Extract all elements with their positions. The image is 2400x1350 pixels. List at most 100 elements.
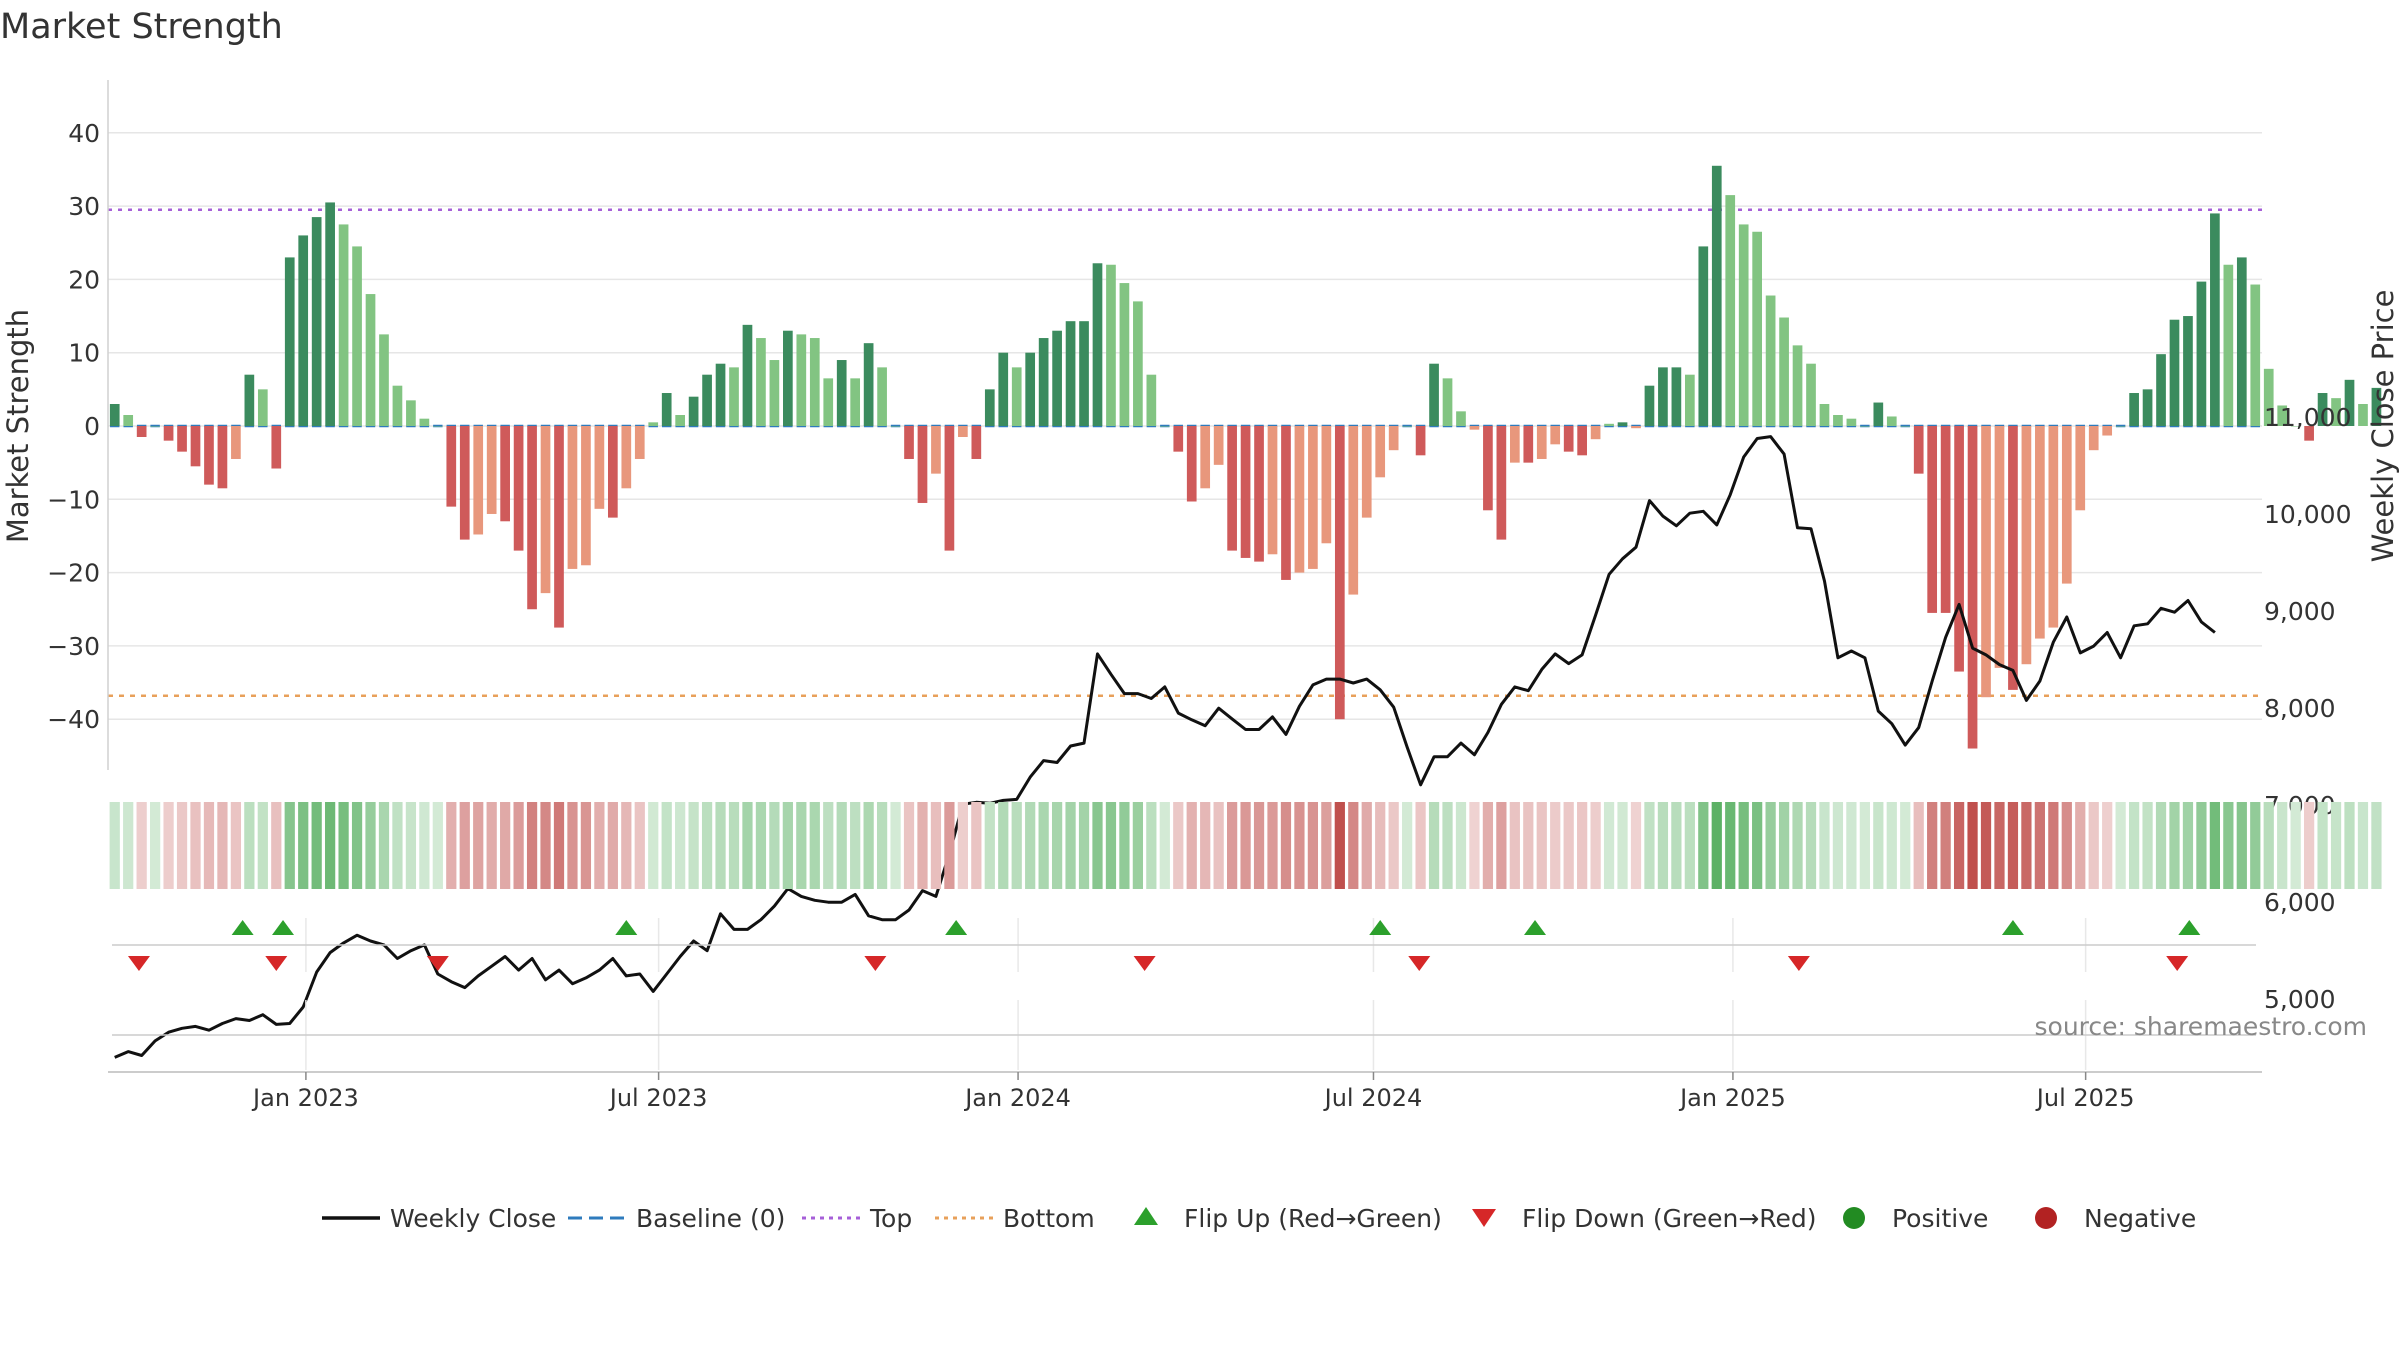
flip-down-marker xyxy=(1133,956,1156,971)
heat-cell xyxy=(473,802,484,889)
heat-cell xyxy=(823,802,834,889)
strength-bar xyxy=(675,415,686,426)
heat-cell xyxy=(2236,802,2247,889)
left-tick-label: 0 xyxy=(84,412,100,441)
heat-cell xyxy=(1361,802,1372,889)
heat-cell xyxy=(1900,802,1911,889)
heat-cell xyxy=(1846,802,1857,889)
strength-bar xyxy=(1631,426,1641,429)
strength-bar xyxy=(163,426,174,441)
legend-label: Weekly Close xyxy=(390,1204,556,1233)
strength-bar xyxy=(231,426,241,459)
heat-cell xyxy=(1469,802,1480,889)
heat-cell xyxy=(1186,802,1197,889)
heat-cell xyxy=(850,802,861,889)
strength-bar xyxy=(1860,426,1870,427)
strength-bar xyxy=(2196,281,2207,426)
heat-cell xyxy=(1455,802,1467,889)
strength-bar xyxy=(1779,317,1789,426)
strength-bar xyxy=(392,385,403,426)
flip-up-marker xyxy=(1369,920,1392,935)
flip-up-marker xyxy=(2001,920,2024,935)
strength-bar xyxy=(2142,389,2153,426)
legend-label: Flip Up (Red→Green) xyxy=(1184,1204,1442,1233)
x-tick-label: Jan 2025 xyxy=(1678,1084,1786,1112)
heat-cell xyxy=(1725,802,1736,889)
strength-bar xyxy=(1334,426,1345,720)
strength-bar xyxy=(1052,330,1062,426)
strength-bar xyxy=(661,393,672,426)
heat-cell xyxy=(338,802,349,889)
heat-cell xyxy=(2034,802,2045,889)
strength-bar xyxy=(500,426,510,522)
strength-bar xyxy=(2115,426,2126,427)
x-tick-label: Jul 2024 xyxy=(1323,1084,1423,1112)
strength-bar xyxy=(2304,426,2314,441)
heat-cell xyxy=(123,802,134,889)
strength-bar xyxy=(1133,301,1143,426)
flip-up-marker xyxy=(272,920,295,935)
heat-cell xyxy=(325,802,336,889)
legend-item: Negative xyxy=(2035,1204,2196,1233)
heat-cell xyxy=(2142,802,2153,889)
heat-cell xyxy=(1603,802,1615,889)
strength-bar xyxy=(2290,426,2301,427)
heat-cell xyxy=(796,802,807,889)
heat-cell xyxy=(2290,802,2301,889)
heat-strip xyxy=(109,802,2382,889)
heat-cell xyxy=(580,802,592,889)
left-tick-label: −30 xyxy=(47,632,100,661)
strength-bar xyxy=(702,374,712,426)
heat-cell xyxy=(1873,802,1884,889)
heat-cell xyxy=(1832,802,1844,889)
strength-bar xyxy=(2156,354,2166,426)
strength-bars xyxy=(109,165,2382,749)
heat-cell xyxy=(526,802,538,889)
strength-bar xyxy=(2344,379,2355,426)
heat-cell xyxy=(392,802,403,889)
heat-cell xyxy=(1267,802,1278,889)
heat-cell xyxy=(621,802,632,889)
heat-cell xyxy=(432,802,443,889)
strength-bar xyxy=(109,404,120,426)
flip-down-marker xyxy=(426,956,449,971)
strength-bar xyxy=(554,426,564,628)
heat-cell xyxy=(1657,802,1669,889)
heat-cell xyxy=(1294,802,1305,889)
strength-bar xyxy=(325,202,335,426)
strength-bar xyxy=(406,400,416,426)
strength-bar xyxy=(540,426,551,594)
strength-bar xyxy=(1792,345,1803,426)
weekly-close-series xyxy=(114,435,2216,1059)
strength-bar xyxy=(1321,426,1332,544)
legend-item: Baseline (0) xyxy=(568,1204,785,1233)
strength-bar xyxy=(984,389,995,426)
heat-cell xyxy=(890,802,901,889)
heat-cell xyxy=(311,802,322,889)
flip-down-marker xyxy=(1787,956,1810,971)
strength-bar xyxy=(459,426,470,540)
strength-bar xyxy=(2331,398,2341,426)
heat-cell xyxy=(150,802,161,889)
heat-cell xyxy=(1213,802,1224,889)
heat-cell xyxy=(1563,802,1574,889)
legend-item: Bottom xyxy=(935,1204,1095,1233)
heat-cell xyxy=(675,802,686,889)
heat-cell xyxy=(1280,802,1292,889)
strength-bar xyxy=(1819,404,1830,426)
strength-bar xyxy=(2358,404,2368,426)
strength-bar xyxy=(1213,426,1224,465)
strength-bar xyxy=(877,367,887,426)
strength-bar xyxy=(971,426,982,459)
strength-bar xyxy=(1429,363,1439,426)
strength-bar xyxy=(1536,426,1547,459)
heat-cell xyxy=(459,802,470,889)
heat-cell xyxy=(513,802,524,889)
heat-cell xyxy=(1738,802,1749,889)
right-axis-label: Weekly Close Price xyxy=(2366,290,2400,563)
heat-cell xyxy=(1092,802,1103,889)
strength-bar xyxy=(2223,264,2234,426)
heat-cell xyxy=(109,802,120,889)
heat-cell xyxy=(1590,802,1601,889)
heat-cell xyxy=(419,802,430,889)
